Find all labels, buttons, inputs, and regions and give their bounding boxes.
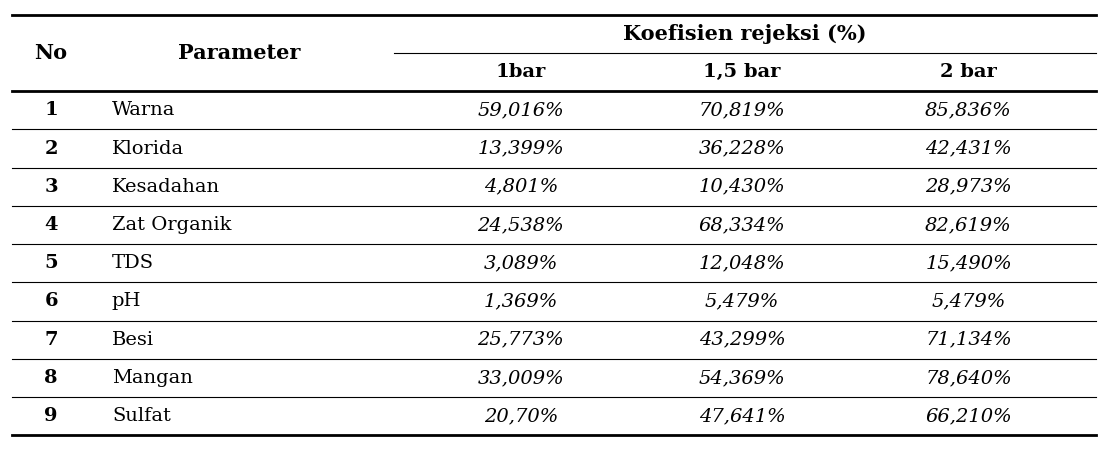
Text: 3: 3	[44, 178, 58, 196]
Text: 85,836%: 85,836%	[925, 101, 1012, 119]
Text: 59,016%: 59,016%	[478, 101, 564, 119]
Text: No: No	[34, 43, 68, 63]
Text: 54,369%: 54,369%	[698, 369, 786, 387]
Text: 36,228%: 36,228%	[698, 140, 786, 158]
Text: 42,431%: 42,431%	[925, 140, 1012, 158]
Text: 28,973%: 28,973%	[925, 178, 1012, 196]
Text: 66,210%: 66,210%	[925, 407, 1012, 425]
Text: 1,5 bar: 1,5 bar	[704, 63, 781, 81]
Text: 2 bar: 2 bar	[940, 63, 997, 81]
Text: Koefisien rejeksi (%): Koefisien rejeksi (%)	[623, 24, 866, 44]
Text: 2: 2	[44, 140, 58, 158]
Text: 71,134%: 71,134%	[925, 331, 1012, 349]
Text: pH: pH	[112, 292, 142, 310]
Text: 20,70%: 20,70%	[484, 407, 558, 425]
Text: 3,089%: 3,089%	[484, 254, 558, 272]
Text: 68,334%: 68,334%	[698, 216, 786, 234]
Text: 82,619%: 82,619%	[925, 216, 1012, 234]
Text: 5,479%: 5,479%	[932, 292, 1006, 310]
Text: TDS: TDS	[112, 254, 154, 272]
Text: 15,490%: 15,490%	[925, 254, 1012, 272]
Text: 47,641%: 47,641%	[698, 407, 786, 425]
Text: 5: 5	[44, 254, 58, 272]
Text: Warna: Warna	[112, 101, 175, 119]
Text: 13,399%: 13,399%	[478, 140, 564, 158]
Text: Sulfat: Sulfat	[112, 407, 171, 425]
Text: 1bar: 1bar	[495, 63, 546, 81]
Text: 1: 1	[44, 101, 58, 119]
Text: 70,819%: 70,819%	[698, 101, 786, 119]
Text: 33,009%: 33,009%	[478, 369, 564, 387]
Text: 1,369%: 1,369%	[484, 292, 558, 310]
Text: Mangan: Mangan	[112, 369, 193, 387]
Text: Kesadahan: Kesadahan	[112, 178, 220, 196]
Text: 4: 4	[44, 216, 58, 234]
Text: 8: 8	[44, 369, 58, 387]
Text: 43,299%: 43,299%	[698, 331, 786, 349]
Text: 24,538%: 24,538%	[478, 216, 564, 234]
Text: 12,048%: 12,048%	[698, 254, 786, 272]
Text: 7: 7	[44, 331, 58, 349]
Text: Klorida: Klorida	[112, 140, 184, 158]
Text: 25,773%: 25,773%	[478, 331, 564, 349]
Text: Besi: Besi	[112, 331, 154, 349]
Text: 78,640%: 78,640%	[925, 369, 1012, 387]
Text: 9: 9	[44, 407, 58, 425]
Text: 5,479%: 5,479%	[705, 292, 779, 310]
Text: Parameter: Parameter	[177, 43, 300, 63]
Text: Zat Organik: Zat Organik	[112, 216, 232, 234]
Text: 4,801%: 4,801%	[484, 178, 558, 196]
Text: 10,430%: 10,430%	[698, 178, 786, 196]
Text: 6: 6	[44, 292, 58, 310]
